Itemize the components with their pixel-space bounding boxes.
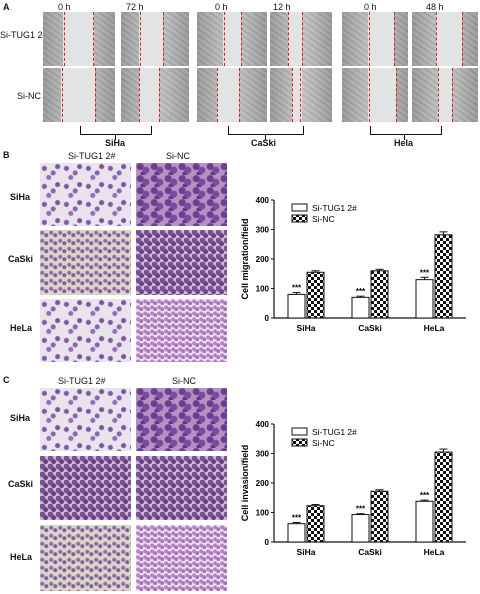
time-label-siha-0h: 0 h bbox=[58, 2, 71, 12]
significance-marker: *** bbox=[292, 514, 302, 523]
bar-si-tug1-caski bbox=[351, 514, 370, 543]
x-tick-label: CaSki bbox=[358, 547, 382, 557]
y-tick-label: 100 bbox=[256, 509, 270, 518]
invasion-caski-sinc-image bbox=[136, 456, 227, 520]
cell-line-label-siha: SiHa bbox=[105, 138, 126, 148]
panel-b-row-caski: CaSki bbox=[8, 254, 34, 264]
legend-label: Si-NC bbox=[312, 214, 335, 224]
panel-a-label: A bbox=[3, 2, 10, 12]
legend-swatch bbox=[291, 214, 308, 223]
wound-caski-sinc-0h bbox=[197, 68, 267, 122]
wound-caski-sinc-12h bbox=[270, 68, 332, 122]
panel-b-row-siha: SiHa bbox=[10, 192, 31, 202]
x-tick-label: CaSki bbox=[358, 323, 382, 333]
y-tick-label: 200 bbox=[256, 479, 270, 488]
y-tick-label: 400 bbox=[256, 420, 270, 429]
bar-si-nc-hela bbox=[434, 451, 453, 543]
bar-si-tug1-caski bbox=[351, 296, 370, 319]
time-label-hela-48h: 48 h bbox=[426, 2, 444, 12]
bracket-caski bbox=[228, 126, 304, 135]
significance-marker: *** bbox=[356, 287, 366, 296]
y-axis-label: Cell migration/field bbox=[240, 218, 250, 299]
invasion-hela-sinc-image bbox=[136, 525, 227, 591]
bar-si-nc-siha bbox=[306, 271, 325, 319]
panel-c-row-siha: SiHa bbox=[10, 413, 31, 423]
wound-caski-situg1-12h bbox=[270, 12, 332, 66]
invasion-siha-sinc-image bbox=[136, 388, 227, 451]
legend-label: Si-NC bbox=[312, 438, 335, 448]
x-tick-label: HeLa bbox=[424, 323, 445, 333]
bar-si-nc-siha bbox=[306, 505, 325, 543]
cell-line-label-caski: CaSki bbox=[251, 138, 277, 148]
bracket-siha bbox=[80, 126, 152, 135]
bar-si-tug1-siha bbox=[287, 293, 306, 319]
y-tick-label: 400 bbox=[256, 196, 270, 205]
invasion-bar-chart: 0 100 200 300 400 Cell invasion/field *** SiHa *… bbox=[240, 420, 466, 557]
bar-si-tug1-hela bbox=[415, 500, 434, 543]
panel-b-label: B bbox=[3, 150, 10, 160]
wound-siha-sinc-0h bbox=[43, 68, 115, 122]
migration-bar-chart: 0 100 200 300 400 Cell migration/field *** SiHa… bbox=[240, 196, 466, 333]
significance-marker: *** bbox=[356, 505, 366, 514]
bar-si-tug1-hela bbox=[415, 279, 434, 319]
wound-caski-situg1-0h bbox=[197, 12, 267, 66]
migration-siha-sinc-image bbox=[136, 163, 227, 226]
panel-c-col-si-nc: Si-NC bbox=[172, 376, 196, 386]
migration-caski-sinc-image bbox=[136, 230, 227, 295]
panel-b-row-hela: HeLa bbox=[10, 323, 33, 333]
migration-siha-situg1-image bbox=[40, 163, 131, 226]
invasion-hela-situg1-image bbox=[40, 525, 131, 591]
panel-b-col-si-nc: Si-NC bbox=[166, 151, 190, 161]
panel-c-label: C bbox=[3, 375, 10, 385]
panel-c-row-caski: CaSki bbox=[8, 479, 34, 489]
significance-marker: *** bbox=[420, 268, 430, 277]
wound-siha-situg1-0h bbox=[43, 12, 115, 66]
significance-marker: *** bbox=[420, 491, 430, 500]
wound-siha-sinc-72h bbox=[121, 68, 189, 122]
y-tick-label: 300 bbox=[256, 450, 270, 459]
migration-hela-sinc-image bbox=[136, 299, 227, 362]
wound-hela-situg1-0h bbox=[342, 12, 408, 66]
legend-label: Si-TUG1 2# bbox=[312, 427, 357, 437]
bracket-hela bbox=[370, 126, 442, 135]
legend-swatch bbox=[291, 203, 308, 212]
time-label-siha-72h: 72 h bbox=[126, 2, 144, 12]
row-label-si-tug1: Si-TUG1 2# bbox=[0, 30, 48, 40]
invasion-caski-situg1-image bbox=[40, 456, 131, 520]
y-tick-label: 0 bbox=[265, 314, 270, 323]
time-label-caski-12h: 12 h bbox=[273, 2, 291, 12]
legend-swatch bbox=[291, 427, 308, 436]
y-axis-label: Cell invasion/field bbox=[240, 445, 250, 522]
legend-swatch bbox=[291, 438, 308, 447]
x-tick-label: SiHa bbox=[297, 323, 316, 333]
y-tick-label: 100 bbox=[256, 285, 270, 294]
x-tick-label: HeLa bbox=[424, 547, 445, 557]
wound-hela-sinc-48h bbox=[412, 68, 478, 122]
panel-c-row-hela: HeLa bbox=[10, 552, 33, 562]
wound-hela-sinc-0h bbox=[342, 68, 408, 122]
wound-hela-situg1-48h bbox=[412, 12, 478, 66]
bar-si-nc-caski bbox=[370, 270, 389, 319]
y-tick-label: 0 bbox=[265, 538, 270, 547]
x-tick-label: SiHa bbox=[297, 547, 316, 557]
bar-si-nc-caski bbox=[370, 490, 389, 543]
panel-b-col-si-tug1: Si-TUG1 2# bbox=[68, 151, 116, 161]
significance-marker: *** bbox=[292, 284, 302, 293]
wound-siha-situg1-72h bbox=[121, 12, 189, 66]
cell-line-label-hela: Hela bbox=[394, 138, 414, 148]
y-tick-label: 300 bbox=[256, 226, 270, 235]
time-label-hela-0h: 0 h bbox=[364, 2, 377, 12]
time-label-caski-0h: 0 h bbox=[215, 2, 228, 12]
legend-label: Si-TUG1 2# bbox=[312, 203, 357, 213]
migration-hela-situg1-image bbox=[40, 299, 131, 362]
migration-caski-situg1-image bbox=[40, 230, 131, 295]
panel-c-col-si-tug1: Si-TUG1 2# bbox=[58, 376, 106, 386]
bar-si-nc-hela bbox=[434, 234, 453, 319]
row-label-si-nc: Si-NC bbox=[17, 91, 41, 101]
invasion-siha-situg1-image bbox=[40, 388, 131, 451]
bar-si-tug1-siha bbox=[287, 523, 306, 543]
y-tick-label: 200 bbox=[256, 255, 270, 264]
